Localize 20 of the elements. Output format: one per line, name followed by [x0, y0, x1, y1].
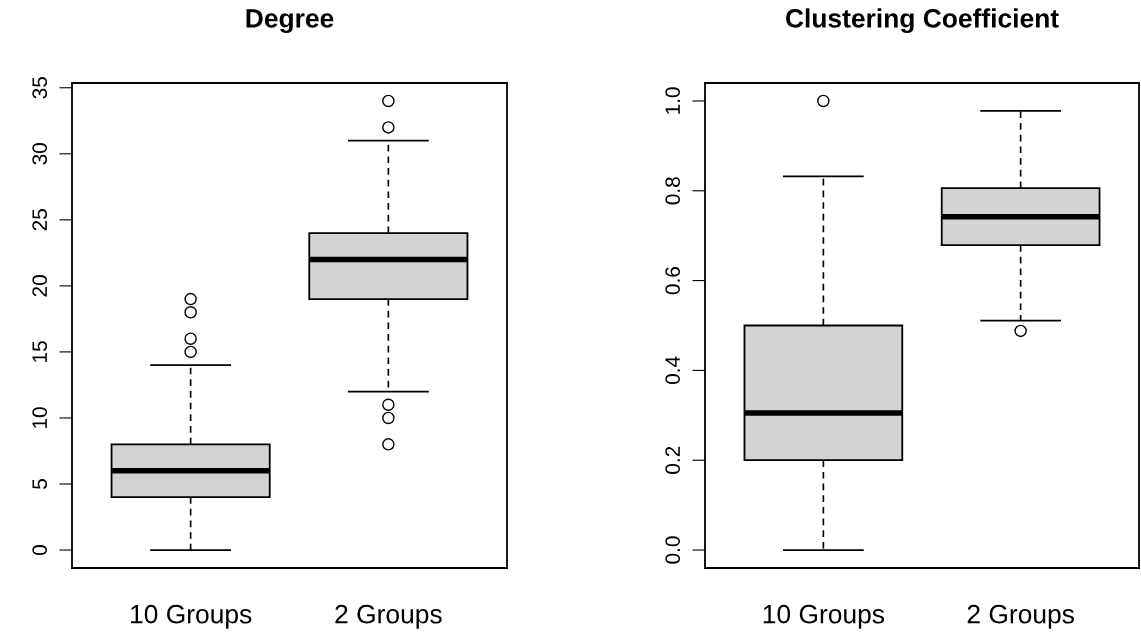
chart-title: Clustering Coefficient: [786, 8, 1059, 34]
y-tick-label: 35: [32, 77, 48, 99]
y-tick-label: 20: [32, 275, 48, 297]
y-tick-label: 0.8: [665, 177, 681, 205]
y-tick-label: 0.0: [665, 536, 681, 564]
y-tick-label: 0: [32, 545, 48, 556]
x-tick-label: 10 Groups: [763, 604, 885, 629]
chart-title: Degree: [246, 9, 334, 34]
y-tick-label: 0.6: [665, 267, 681, 295]
y-tick-label: 30: [32, 143, 48, 165]
y-tick-label: 25: [32, 209, 48, 231]
x-tick-label: 2 Groups: [967, 604, 1074, 629]
y-tick-label: 0.2: [665, 446, 681, 474]
y-tick-label: 5: [32, 479, 48, 489]
y-tick-label: 1.0: [665, 87, 681, 114]
x-tick-label: 10 Groups: [131, 604, 252, 629]
y-tick-label: 15: [32, 341, 48, 362]
x-tick-label: 2 Groups: [335, 604, 442, 629]
y-tick-label: 0.4: [665, 356, 681, 385]
y-tick-label: 10: [32, 407, 48, 428]
